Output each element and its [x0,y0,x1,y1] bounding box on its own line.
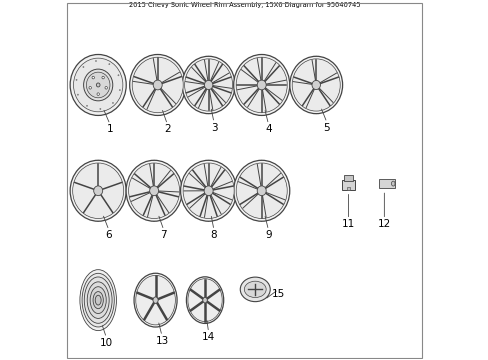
Ellipse shape [95,295,101,305]
Ellipse shape [233,54,289,116]
Ellipse shape [73,163,123,219]
Ellipse shape [132,57,183,113]
Ellipse shape [236,163,286,219]
Ellipse shape [92,76,94,79]
Ellipse shape [119,90,120,91]
Ellipse shape [80,270,116,330]
Ellipse shape [128,163,179,219]
Ellipse shape [134,273,177,327]
Ellipse shape [118,75,119,76]
Ellipse shape [90,287,106,314]
Text: 9: 9 [264,230,271,240]
Ellipse shape [88,57,97,113]
Text: 6: 6 [105,230,112,240]
Ellipse shape [240,277,270,302]
Text: 12: 12 [377,220,390,229]
Text: 14: 14 [202,332,215,342]
Ellipse shape [129,54,185,116]
Ellipse shape [311,80,320,90]
Ellipse shape [136,275,175,325]
Text: 1: 1 [106,125,113,134]
Ellipse shape [183,163,234,219]
Text: 11: 11 [341,220,354,229]
Text: 13: 13 [155,336,168,346]
FancyBboxPatch shape [342,180,354,190]
Ellipse shape [89,86,91,89]
Ellipse shape [203,297,207,303]
Ellipse shape [93,271,97,329]
Ellipse shape [87,282,109,319]
Ellipse shape [82,273,114,327]
FancyBboxPatch shape [378,179,394,188]
Text: 3: 3 [210,123,217,132]
Text: 10: 10 [100,338,113,348]
Ellipse shape [102,76,104,79]
Ellipse shape [153,80,162,90]
Ellipse shape [77,94,78,95]
Text: 15: 15 [271,289,285,300]
Ellipse shape [93,292,103,309]
Ellipse shape [306,59,315,111]
Text: 2015 Chevy Sonic Wheel Rim Assembly, 15X6 Diagram for 95040745: 2015 Chevy Sonic Wheel Rim Assembly, 15X… [128,3,360,9]
Ellipse shape [76,79,77,80]
Ellipse shape [126,160,182,221]
Ellipse shape [144,163,153,219]
Ellipse shape [180,160,236,221]
Ellipse shape [390,181,394,186]
Ellipse shape [184,59,232,111]
Ellipse shape [86,72,110,98]
Ellipse shape [251,57,260,113]
Ellipse shape [289,56,342,114]
Ellipse shape [186,277,223,323]
Ellipse shape [257,80,265,90]
Ellipse shape [70,54,126,116]
Ellipse shape [236,57,286,113]
Ellipse shape [94,186,102,195]
Ellipse shape [112,102,113,104]
Text: 2: 2 [164,125,170,134]
Ellipse shape [88,163,97,219]
Ellipse shape [105,86,107,89]
Ellipse shape [199,59,207,111]
Ellipse shape [292,59,340,111]
Ellipse shape [233,160,289,221]
Ellipse shape [82,66,84,68]
Ellipse shape [73,58,122,112]
Ellipse shape [83,69,113,101]
Ellipse shape [204,80,212,90]
Ellipse shape [182,56,235,114]
Text: 5: 5 [323,123,329,132]
Ellipse shape [147,57,157,113]
Ellipse shape [244,281,265,298]
Ellipse shape [153,297,158,303]
Text: 7: 7 [160,230,167,240]
Ellipse shape [203,186,213,195]
Ellipse shape [257,186,265,195]
Ellipse shape [108,64,110,65]
Ellipse shape [96,83,100,87]
Ellipse shape [97,93,99,95]
Ellipse shape [86,105,87,106]
Ellipse shape [187,279,222,321]
Ellipse shape [70,160,126,221]
Ellipse shape [84,277,112,323]
FancyBboxPatch shape [344,175,352,181]
Ellipse shape [149,186,158,195]
Ellipse shape [198,163,207,219]
FancyBboxPatch shape [346,186,350,190]
Ellipse shape [95,60,96,62]
Ellipse shape [251,163,260,219]
Ellipse shape [100,108,101,109]
Text: 8: 8 [210,230,217,240]
Text: 4: 4 [264,125,271,134]
